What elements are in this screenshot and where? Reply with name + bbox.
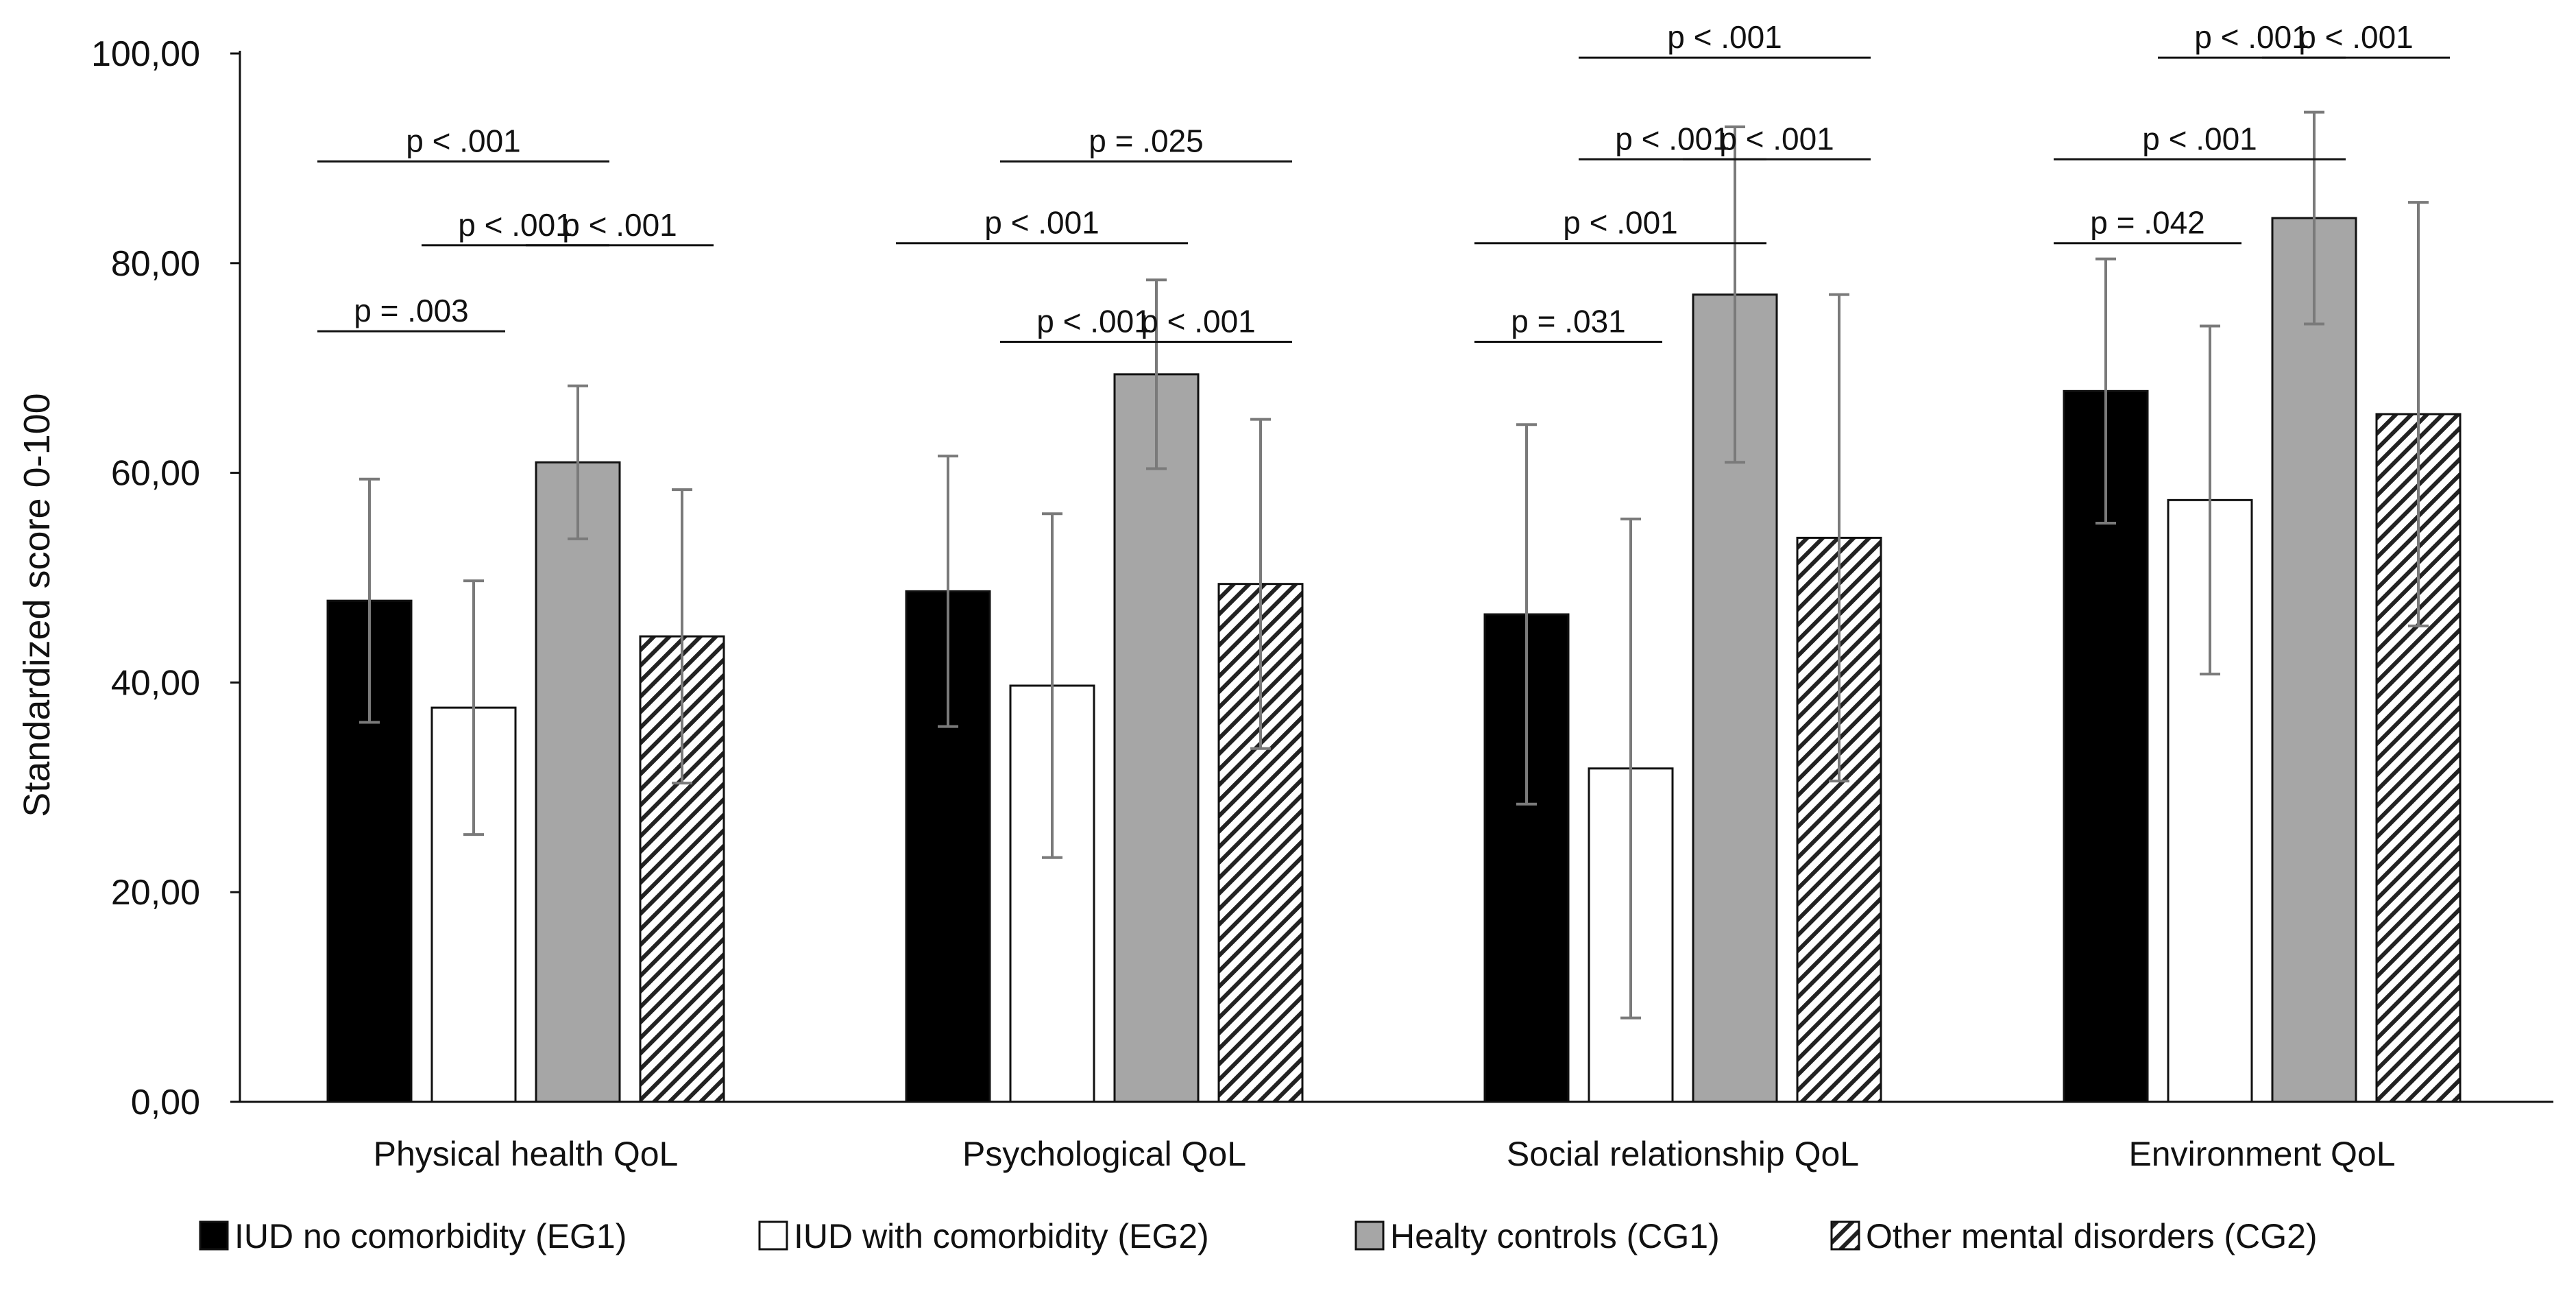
x-category-label: Physical health QoL bbox=[374, 1135, 679, 1173]
significance-label: p < .001 bbox=[2298, 19, 2414, 55]
x-category-label: Social relationship QoL bbox=[1507, 1135, 1859, 1173]
legend-label: Healty controls (CG1) bbox=[1390, 1217, 1720, 1255]
significance-label: p = .003 bbox=[354, 293, 469, 328]
significance-label: p = .031 bbox=[1511, 303, 1626, 339]
legend-label: IUD with comorbidity (EG2) bbox=[794, 1217, 1209, 1255]
significance-label: p < .001 bbox=[984, 205, 1099, 241]
y-tick-label: 0,00 bbox=[131, 1083, 200, 1122]
y-tick-label: 60,00 bbox=[111, 454, 200, 494]
y-tick-label: 80,00 bbox=[111, 244, 200, 284]
legend-swatch bbox=[1354, 1220, 1385, 1251]
significance-label: p < .001 bbox=[1141, 303, 1256, 339]
legend-swatch bbox=[758, 1220, 788, 1251]
significance-label: p < .001 bbox=[1719, 121, 1834, 156]
x-category-label: Psychological QoL bbox=[962, 1135, 1246, 1173]
significance-label: p < .001 bbox=[1563, 205, 1678, 241]
significance-label: p < .001 bbox=[1615, 121, 1730, 156]
axes-layer: 0,00 20,00 40,00 60,00 80,00 100,00 Standardiz… bbox=[16, 34, 2553, 1173]
error-bars-layer bbox=[359, 110, 2429, 1020]
bar bbox=[2271, 217, 2357, 1103]
legend-swatch bbox=[199, 1220, 229, 1251]
legend-label: IUD no comorbidity (EG1) bbox=[234, 1217, 627, 1255]
significance-label: p = .042 bbox=[2090, 205, 2205, 241]
legend: IUD no comorbidity (EG1) IUD with comorbi… bbox=[199, 1217, 2318, 1255]
y-tick-label: 20,00 bbox=[111, 873, 200, 913]
bar bbox=[535, 461, 621, 1103]
significance-label: p = .025 bbox=[1089, 123, 1204, 158]
significance-label: p < .001 bbox=[2194, 19, 2309, 55]
y-axis-title: Standardized score 0-100 bbox=[16, 393, 58, 817]
significance-label: p < .001 bbox=[1667, 19, 1782, 55]
bar bbox=[1217, 583, 1304, 1103]
significance-label: p < .001 bbox=[458, 207, 573, 243]
significance-label: p < .001 bbox=[406, 123, 521, 158]
bars-layer bbox=[326, 217, 2462, 1103]
y-tick-label: 100,00 bbox=[91, 34, 200, 74]
significance-label: p < .001 bbox=[2142, 121, 2257, 156]
significance-label: p < .001 bbox=[562, 207, 677, 243]
legend-swatch bbox=[1830, 1220, 1860, 1251]
y-tick-label: 40,00 bbox=[111, 663, 200, 703]
significance-label: p < .001 bbox=[1036, 303, 1152, 339]
bar bbox=[1113, 373, 1200, 1103]
x-category-label: Environment QoL bbox=[2128, 1135, 2395, 1173]
legend-label: Other mental disorders (CG2) bbox=[1866, 1217, 2318, 1255]
